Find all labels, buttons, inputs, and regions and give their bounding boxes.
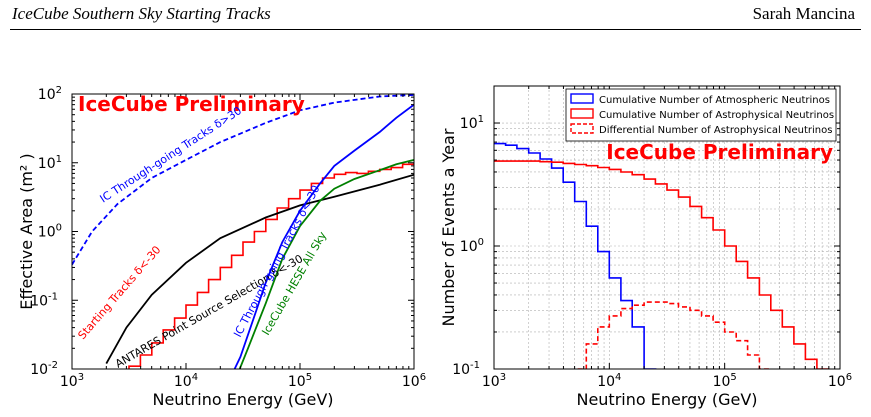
inline-labels: IC Through-going Tracks δ>30 Starting Tra… [75, 104, 329, 371]
y-axis-label: Effective Area (m² ) [17, 153, 36, 309]
label-through-going-north: IC Through-going Tracks δ>30 [98, 104, 244, 205]
series-line-4 [233, 103, 414, 369]
x-tick-label: 103 [60, 372, 84, 390]
series-line-5 [238, 159, 414, 369]
y-tick-label: 10-2 [30, 360, 58, 378]
legend-swatch [570, 123, 594, 134]
x-tick-label: 105 [288, 372, 312, 390]
plot-frame [493, 85, 841, 370]
y-tick-label: 101 [38, 154, 62, 172]
legend-box [565, 88, 837, 142]
x-tick-label: 106 [828, 372, 852, 390]
y-tick-label: 102 [38, 85, 62, 103]
y-tick-label: 10-1 [452, 360, 480, 378]
legend-label: Differential Number of Astrophysical Neu… [599, 125, 832, 136]
x-tick-label: 106 [402, 372, 426, 390]
x-tick-label: 104 [597, 372, 621, 390]
legend: Cumulative Number of Atmospheric Neutrin… [565, 88, 837, 142]
watermark-label: IceCube Preliminary [78, 92, 305, 116]
x-axis-label: Neutrino Energy (GeV) [152, 390, 333, 409]
ticks: 103 104 105 106 10-1 100 101 [452, 86, 852, 390]
watermark-label: IceCube Preliminary [606, 140, 833, 164]
legend-swatch [570, 108, 594, 119]
series-line-2 [128, 162, 414, 369]
label-starting-tracks: Starting Tracks δ<-30 [75, 243, 163, 342]
series-line-3 [105, 173, 414, 365]
series-line-3 [573, 301, 772, 369]
legend-label: Cumulative Number of Astrophysical Neutr… [599, 110, 834, 121]
x-axis-label: Neutrino Energy (GeV) [576, 390, 757, 409]
series-group [494, 142, 830, 369]
series-line-1 [72, 94, 414, 266]
header-rule [10, 29, 861, 30]
y-tick-label: 100 [38, 223, 62, 241]
series-group [72, 94, 414, 369]
legend-swatch [570, 93, 594, 104]
x-tick-label: 104 [174, 372, 198, 390]
x-tick-label: 105 [713, 372, 737, 390]
series-line-2 [494, 160, 830, 369]
chart-2: 103 104 105 106 10-1 100 101 Neutrino Energy (G… [439, 85, 852, 409]
legend-label: Cumulative Number of Atmospheric Neutrin… [599, 95, 830, 106]
x-tick-label: 103 [482, 372, 506, 390]
running-header-author: Sarah Mancina [752, 4, 855, 23]
y-axis-label: Number of Events a Year [439, 128, 458, 326]
y-tick-label: 101 [460, 114, 484, 132]
running-header-title: IceCube Southern Sky Starting Tracks [12, 4, 271, 23]
y-tick-label: 100 [460, 237, 484, 255]
